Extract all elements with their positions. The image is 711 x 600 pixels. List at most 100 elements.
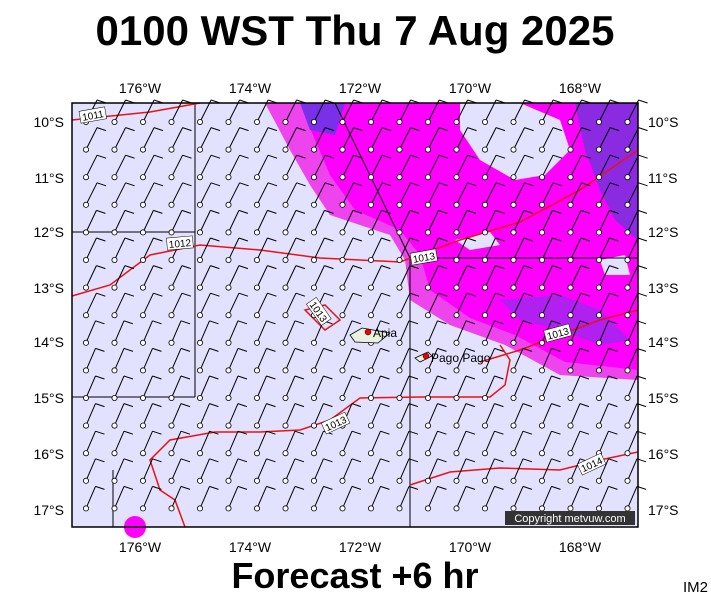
barb-shaft <box>456 182 469 206</box>
barb-flag <box>465 458 476 463</box>
barb-station <box>596 367 603 374</box>
map-frame <box>71 102 639 528</box>
barb-station <box>168 422 175 429</box>
barb-shaft <box>85 237 97 261</box>
barb-station <box>424 229 431 236</box>
barb-station <box>253 119 260 126</box>
barb-flag <box>266 458 276 463</box>
barb-flag <box>95 430 105 435</box>
barb-shaft <box>256 375 267 399</box>
barb-flag <box>152 403 162 408</box>
barb-station <box>168 394 175 401</box>
barb-shaft <box>427 127 440 150</box>
barb-shaft <box>285 237 297 261</box>
barb-shaft <box>513 320 524 343</box>
barb-shaft <box>171 320 182 343</box>
barb-shaft <box>256 292 268 316</box>
copyright-box <box>505 511 635 525</box>
barb-station <box>481 450 488 457</box>
barb-shaft <box>370 348 381 371</box>
barb-flag <box>522 320 533 325</box>
barb-shaft <box>598 292 610 316</box>
barb-shaft <box>85 375 96 399</box>
barb-station <box>196 119 203 126</box>
barb-flag <box>524 182 534 187</box>
lon-label-bottom: 168°W <box>559 539 602 555</box>
barb-shaft <box>598 182 611 206</box>
barb-flag <box>380 320 390 325</box>
barb-flag <box>96 154 107 159</box>
lat-label-right: 10°S <box>648 114 679 130</box>
barb-station <box>139 119 146 126</box>
barb-flag <box>124 265 135 270</box>
barb-flag <box>123 347 134 352</box>
barb-station <box>539 477 546 484</box>
barb-shaft <box>513 182 526 206</box>
copyright: Copyright metvuw.com <box>514 513 625 525</box>
barb-station <box>567 174 574 181</box>
isobar-label-text: 1011 <box>82 109 106 124</box>
barb-shaft <box>285 210 297 233</box>
barb-shaft <box>142 292 154 316</box>
barb-flag <box>152 347 162 352</box>
barb-shaft <box>142 127 155 150</box>
barb-flag <box>324 265 334 270</box>
barb-flag <box>180 485 191 490</box>
barb-station <box>539 339 546 346</box>
barb-shaft <box>513 348 524 371</box>
barb-shaft <box>456 348 467 371</box>
barb-flag <box>522 485 533 490</box>
barb-shaft <box>484 431 495 454</box>
barb-flag <box>579 403 590 408</box>
barb-shaft <box>85 486 96 509</box>
barb-shaft <box>142 375 153 399</box>
barb-shaft <box>142 486 153 509</box>
barb-station <box>367 256 374 263</box>
barb-shaft <box>199 320 210 343</box>
barb-shaft <box>228 154 241 178</box>
barb-shaft <box>342 127 355 150</box>
barb-station <box>481 367 488 374</box>
barb-flag <box>209 320 219 325</box>
barb-flag <box>609 292 619 297</box>
barb-flag <box>152 430 162 435</box>
barb-station <box>396 174 403 181</box>
barb-flag <box>437 458 447 463</box>
barb-shaft <box>598 431 609 454</box>
barb-flag <box>465 403 476 408</box>
barb-station <box>453 312 460 319</box>
barb-shaft <box>627 320 638 343</box>
barb-flag <box>267 127 278 132</box>
barb-shaft <box>513 154 526 178</box>
lat-label-right: 16°S <box>648 446 679 462</box>
barb-flag <box>495 182 506 187</box>
barb-shaft <box>627 237 639 261</box>
barb-station <box>111 312 118 319</box>
barb-station <box>253 422 260 429</box>
barb-flag <box>239 127 249 132</box>
barb-station <box>596 505 603 512</box>
barb-station <box>396 422 403 429</box>
barb-shaft <box>513 375 524 399</box>
map-labels: 176°W 176°W 174°W 174°W 172°W 172°W 170°W 170°W… <box>33 80 678 555</box>
lat-label-left: 11°S <box>35 170 64 186</box>
barb-flag <box>409 292 420 297</box>
lon-label-bottom: 174°W <box>229 539 272 555</box>
barb-shaft <box>285 320 296 343</box>
barb-shaft <box>85 431 96 454</box>
barb-flag <box>153 209 163 214</box>
barb-station <box>310 367 317 374</box>
barb-shaft <box>313 348 324 371</box>
barb-flag <box>125 154 135 159</box>
barb-shaft <box>199 265 211 288</box>
barb-station <box>282 422 289 429</box>
barb-flag <box>181 292 192 297</box>
barb-station <box>510 505 517 512</box>
barb-station <box>539 119 546 126</box>
barb-shaft <box>484 375 495 399</box>
barb-station <box>111 146 118 153</box>
barb-flag <box>409 209 420 214</box>
barb-shaft <box>627 154 640 178</box>
barb-flag <box>353 127 363 132</box>
barb-flag <box>95 375 105 380</box>
